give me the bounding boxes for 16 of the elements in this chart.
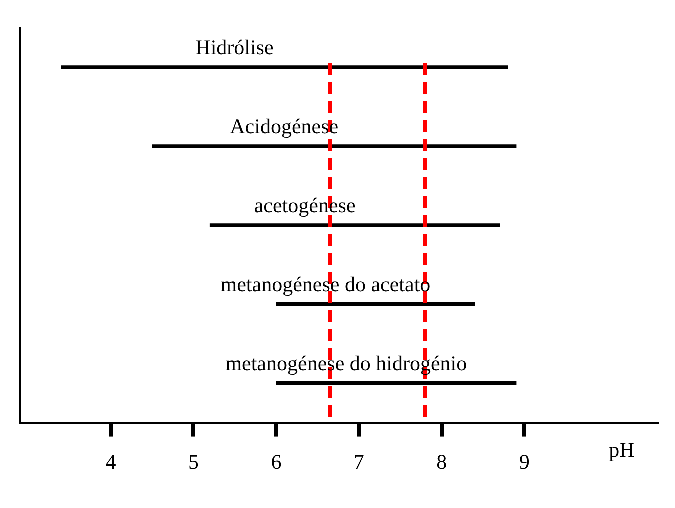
- x-tick-label: 9: [519, 450, 530, 474]
- x-tick-label: 4: [106, 450, 117, 474]
- x-tick-label: 5: [188, 450, 199, 474]
- bar: [210, 224, 500, 228]
- x-tick-label: 8: [436, 450, 448, 474]
- y-tick-label: Hidrólise: [196, 35, 274, 60]
- x-tick-label: 6: [271, 450, 282, 474]
- bar: [276, 381, 517, 386]
- bar: [152, 144, 517, 148]
- bar: [276, 302, 476, 306]
- x-tick-label: 7: [354, 450, 364, 474]
- x-axis-title: pH: [609, 438, 635, 462]
- y-tick-label: acetogénese: [254, 193, 356, 218]
- y-tick-label: metanogénese do acetato: [220, 272, 431, 296]
- bar: [61, 66, 508, 70]
- y-tick-label: metanogénese do hidrogénio: [226, 351, 468, 376]
